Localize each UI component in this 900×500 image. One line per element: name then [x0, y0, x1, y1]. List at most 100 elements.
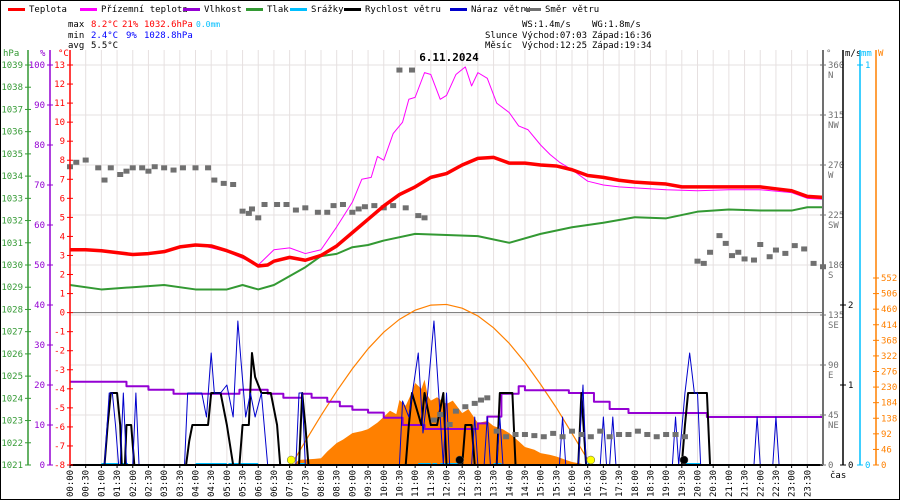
series-rychlost-v-tru-line: [70, 352, 823, 466]
max-humidity: 21%: [122, 20, 139, 30]
legend-swatch: [524, 8, 541, 11]
wind-direction-point: [339, 202, 346, 207]
wind-tick-label: 0: [848, 461, 853, 471]
x-tick-label: 23:30: [803, 470, 813, 497]
x-tick-label: 18:00: [631, 470, 641, 497]
x-tick-label: 12:00: [443, 470, 453, 497]
wind-direction-point: [512, 432, 519, 437]
humidity-tick-label: 30: [34, 341, 45, 351]
radiation-tick-label: 276: [881, 368, 897, 378]
direction-tick-label: 360: [828, 61, 844, 71]
radiation-tick-label: 552: [881, 274, 897, 284]
radiation-tick-label: 322: [881, 352, 897, 362]
x-tick-label: 10:30: [395, 470, 405, 497]
x-tick-label: 23:00: [788, 470, 798, 497]
x-tick-label: 03:30: [176, 470, 186, 497]
wind-direction-point: [95, 165, 102, 171]
compass-label: SE: [828, 321, 839, 331]
temperature-tick-label: -2: [54, 347, 65, 357]
temperature-tick-label: -3: [54, 366, 65, 376]
compass-label: S: [828, 271, 833, 281]
humidity-tick-label: 100: [29, 61, 45, 71]
x-tick-label: 01:30: [113, 470, 123, 497]
moonrise-marker: [455, 455, 464, 465]
moonset-time: Západ:19:34: [592, 41, 652, 51]
wind-direction-point: [722, 240, 729, 246]
x-tick-label: 17:00: [599, 470, 609, 497]
wind-direction-point: [170, 167, 177, 173]
stats-block: max 8.2°C 21% 1032.6hPa 0.0mm min 2.4°C …: [68, 20, 652, 51]
pressure-tick-label: 1037: [1, 105, 23, 115]
x-tick-label: 20:00: [694, 470, 704, 497]
pressure-tick-label: 1036: [1, 128, 23, 138]
direction-axis-unit: °: [826, 49, 831, 59]
x-tick-label: 13:30: [490, 470, 500, 497]
direction-tick-label: 45: [828, 411, 839, 421]
wind-direction-point: [292, 207, 299, 213]
wind-direction-point: [653, 434, 660, 440]
legend-swatch: [290, 8, 307, 11]
series-teplota-line: [70, 155, 824, 268]
wind-direction-point: [707, 249, 714, 255]
pressure-tick-label: 1021: [1, 461, 23, 471]
direction-tick-label: 315: [828, 111, 844, 121]
wind-direction-point: [700, 260, 707, 266]
wind-direction-point: [145, 168, 152, 174]
pressure-axis-unit: hPa: [3, 49, 19, 59]
wind-direction-point: [550, 430, 557, 436]
radiation-clear-sky-curve: [290, 303, 592, 466]
wind-direction-point: [540, 434, 547, 440]
wind-direction-point: [694, 258, 701, 264]
legend-swatch: [450, 8, 467, 11]
humidity-tick-label: 40: [34, 301, 45, 311]
axes: hPa1021102210231024102510261027102810291…: [1, 49, 897, 471]
x-tick-label: 22:00: [756, 470, 766, 497]
temperature-tick-label: 1: [60, 290, 65, 300]
temperature-tick-label: -7: [54, 442, 65, 452]
wind-direction-point: [314, 209, 321, 215]
humidity-tick-label: 20: [34, 381, 45, 391]
humidity-tick-label: 10: [34, 421, 45, 431]
temperature-tick-label: -5: [54, 404, 65, 414]
compass-label: NW: [828, 121, 839, 131]
wind-direction-point: [597, 428, 604, 434]
pressure-tick-label: 1026: [1, 350, 23, 360]
x-tick-label: 18:30: [646, 470, 656, 497]
moonrise-time: Východ:12:25: [522, 41, 587, 51]
wind-direction-point: [559, 434, 566, 440]
radiation-tick-label: 506: [881, 290, 897, 300]
temperature-tick-label: 0: [60, 309, 65, 319]
pressure-tick-label: 1022: [1, 439, 23, 449]
legend-label: Rychlost větru: [365, 5, 441, 15]
direction-tick-label: 225: [828, 211, 844, 221]
max-pressure: 1032.6hPa: [144, 20, 193, 30]
radiation-axis-unit: W: [878, 49, 884, 59]
legend-label: Přízemní teplota: [101, 5, 188, 15]
precip-tick-label: 1: [865, 61, 870, 71]
x-tick-label: 03:00: [160, 470, 170, 497]
wind-direction-point: [129, 165, 136, 171]
stats-min-label: min: [68, 31, 84, 41]
x-tick-label: 05:30: [239, 470, 249, 497]
temperature-tick-label: 9: [60, 137, 65, 147]
wind-direction-point: [716, 233, 723, 239]
max-temp: 8.2°C: [91, 20, 118, 30]
humidity-axis-unit: %: [40, 49, 46, 59]
sunrise-marker: [286, 455, 296, 465]
sunset-marker: [586, 455, 596, 465]
x-tick-label: 08:00: [317, 470, 327, 497]
wind-direction-point: [772, 247, 779, 253]
pressure-tick-label: 1035: [1, 150, 23, 160]
wind-direction-point: [139, 165, 146, 171]
x-tick-label: 17:30: [615, 470, 625, 497]
wind-direction-point: [634, 428, 641, 434]
radiation-tick-label: 414: [881, 321, 897, 331]
pressure-tick-label: 1031: [1, 239, 23, 249]
sun-label: Slunce: [485, 31, 518, 41]
avg-temp: 5.5°C: [91, 41, 118, 51]
x-tick-label: 20:30: [709, 470, 719, 497]
humidity-tick-label: 60: [34, 221, 45, 231]
chart-title: 6.11.2024: [419, 51, 479, 64]
wind-direction-point: [578, 432, 585, 437]
temperature-tick-label: -4: [54, 385, 65, 395]
